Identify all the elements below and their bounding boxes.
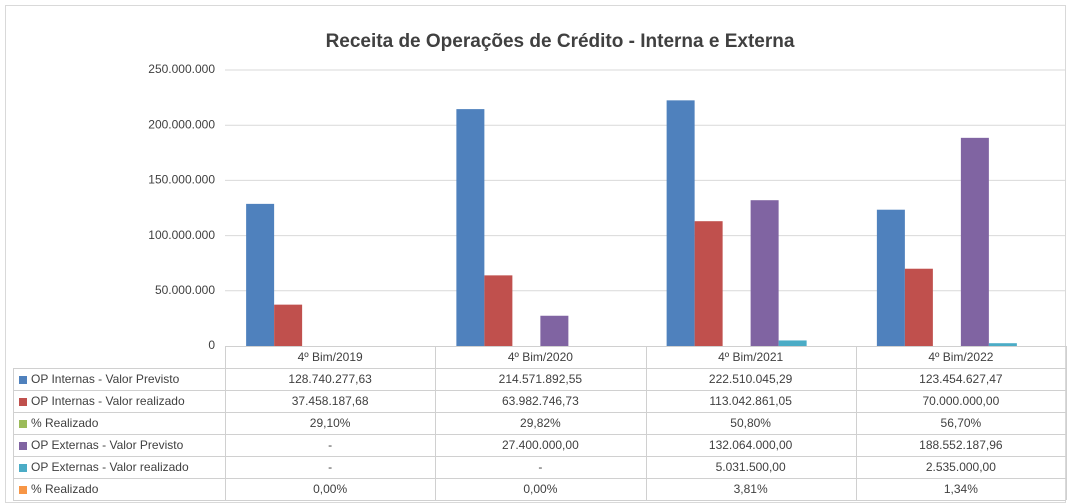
bar [456, 109, 485, 346]
table-value: - [328, 438, 332, 452]
y-tick-label: 150.000.000 [148, 173, 215, 187]
table-value: 5.031.500,00 [716, 460, 786, 474]
table-value: - [328, 460, 332, 474]
legend-label: % Realizado [31, 416, 99, 430]
legend-label: OP Internas - Valor Previsto [31, 372, 180, 386]
legend-label: OP Externas - Valor realizado [31, 460, 189, 474]
table-value: 1,34% [944, 482, 978, 496]
chart-title: Receita de Operações de Crédito - Intern… [326, 31, 795, 52]
x-tick-label: 4º Bim/2022 [928, 350, 993, 364]
table-value: 128.740.277,63 [288, 372, 372, 386]
legend-swatch [19, 486, 27, 494]
table-value: 29,82% [520, 416, 561, 430]
table-value: 0,00% [313, 482, 347, 496]
bar [484, 275, 513, 346]
y-tick-label: 100.000.000 [148, 228, 215, 242]
bar [246, 203, 275, 346]
legend-swatch [19, 464, 27, 472]
bar [904, 268, 933, 346]
y-tick-label: 0 [208, 338, 215, 352]
bar [274, 304, 303, 346]
table-value: 50,80% [730, 416, 771, 430]
bar [876, 209, 905, 346]
x-tick-label: 4º Bim/2021 [718, 350, 783, 364]
table-value: 132.064.000,00 [709, 438, 793, 452]
table-value: 70.000.000,00 [923, 394, 1000, 408]
y-tick-label: 200.000.000 [148, 117, 215, 131]
table-value: 188.552.187,96 [919, 438, 1003, 452]
bar [750, 200, 779, 346]
y-tick-label: 250.000.000 [148, 62, 215, 76]
table-value: - [538, 460, 542, 474]
bar [540, 315, 569, 346]
table-value: 2.535.000,00 [926, 460, 996, 474]
legend-swatch [19, 376, 27, 384]
legend-label: % Realizado [31, 482, 99, 496]
bar [694, 221, 723, 346]
legend-label: OP Externas - Valor Previsto [31, 438, 184, 452]
table-value: 56,70% [941, 416, 982, 430]
bar [960, 137, 989, 346]
table-value: 27.400.000,00 [502, 438, 579, 452]
table-value: 29,10% [310, 416, 351, 430]
bar [988, 343, 1017, 346]
y-tick-label: 50.000.000 [155, 283, 215, 297]
table-value: 3,81% [734, 482, 768, 496]
legend-swatch [19, 420, 27, 428]
table-value: 113.042.861,05 [709, 394, 792, 408]
table-value: 214.571.892,55 [499, 372, 583, 386]
x-tick-label: 4º Bim/2020 [508, 350, 573, 364]
bar [666, 100, 695, 346]
table-value: 0,00% [523, 482, 557, 496]
legend-swatch [19, 442, 27, 450]
table-value: 123.454.627,47 [919, 372, 1003, 386]
table-value: 63.982.746,73 [502, 394, 579, 408]
table-value: 222.510.045,29 [709, 372, 793, 386]
table-value: 37.458.187,68 [292, 394, 369, 408]
legend-label: OP Internas - Valor realizado [31, 394, 185, 408]
x-tick-label: 4º Bim/2019 [298, 350, 363, 364]
legend-swatch [19, 398, 27, 406]
bar [778, 340, 807, 346]
